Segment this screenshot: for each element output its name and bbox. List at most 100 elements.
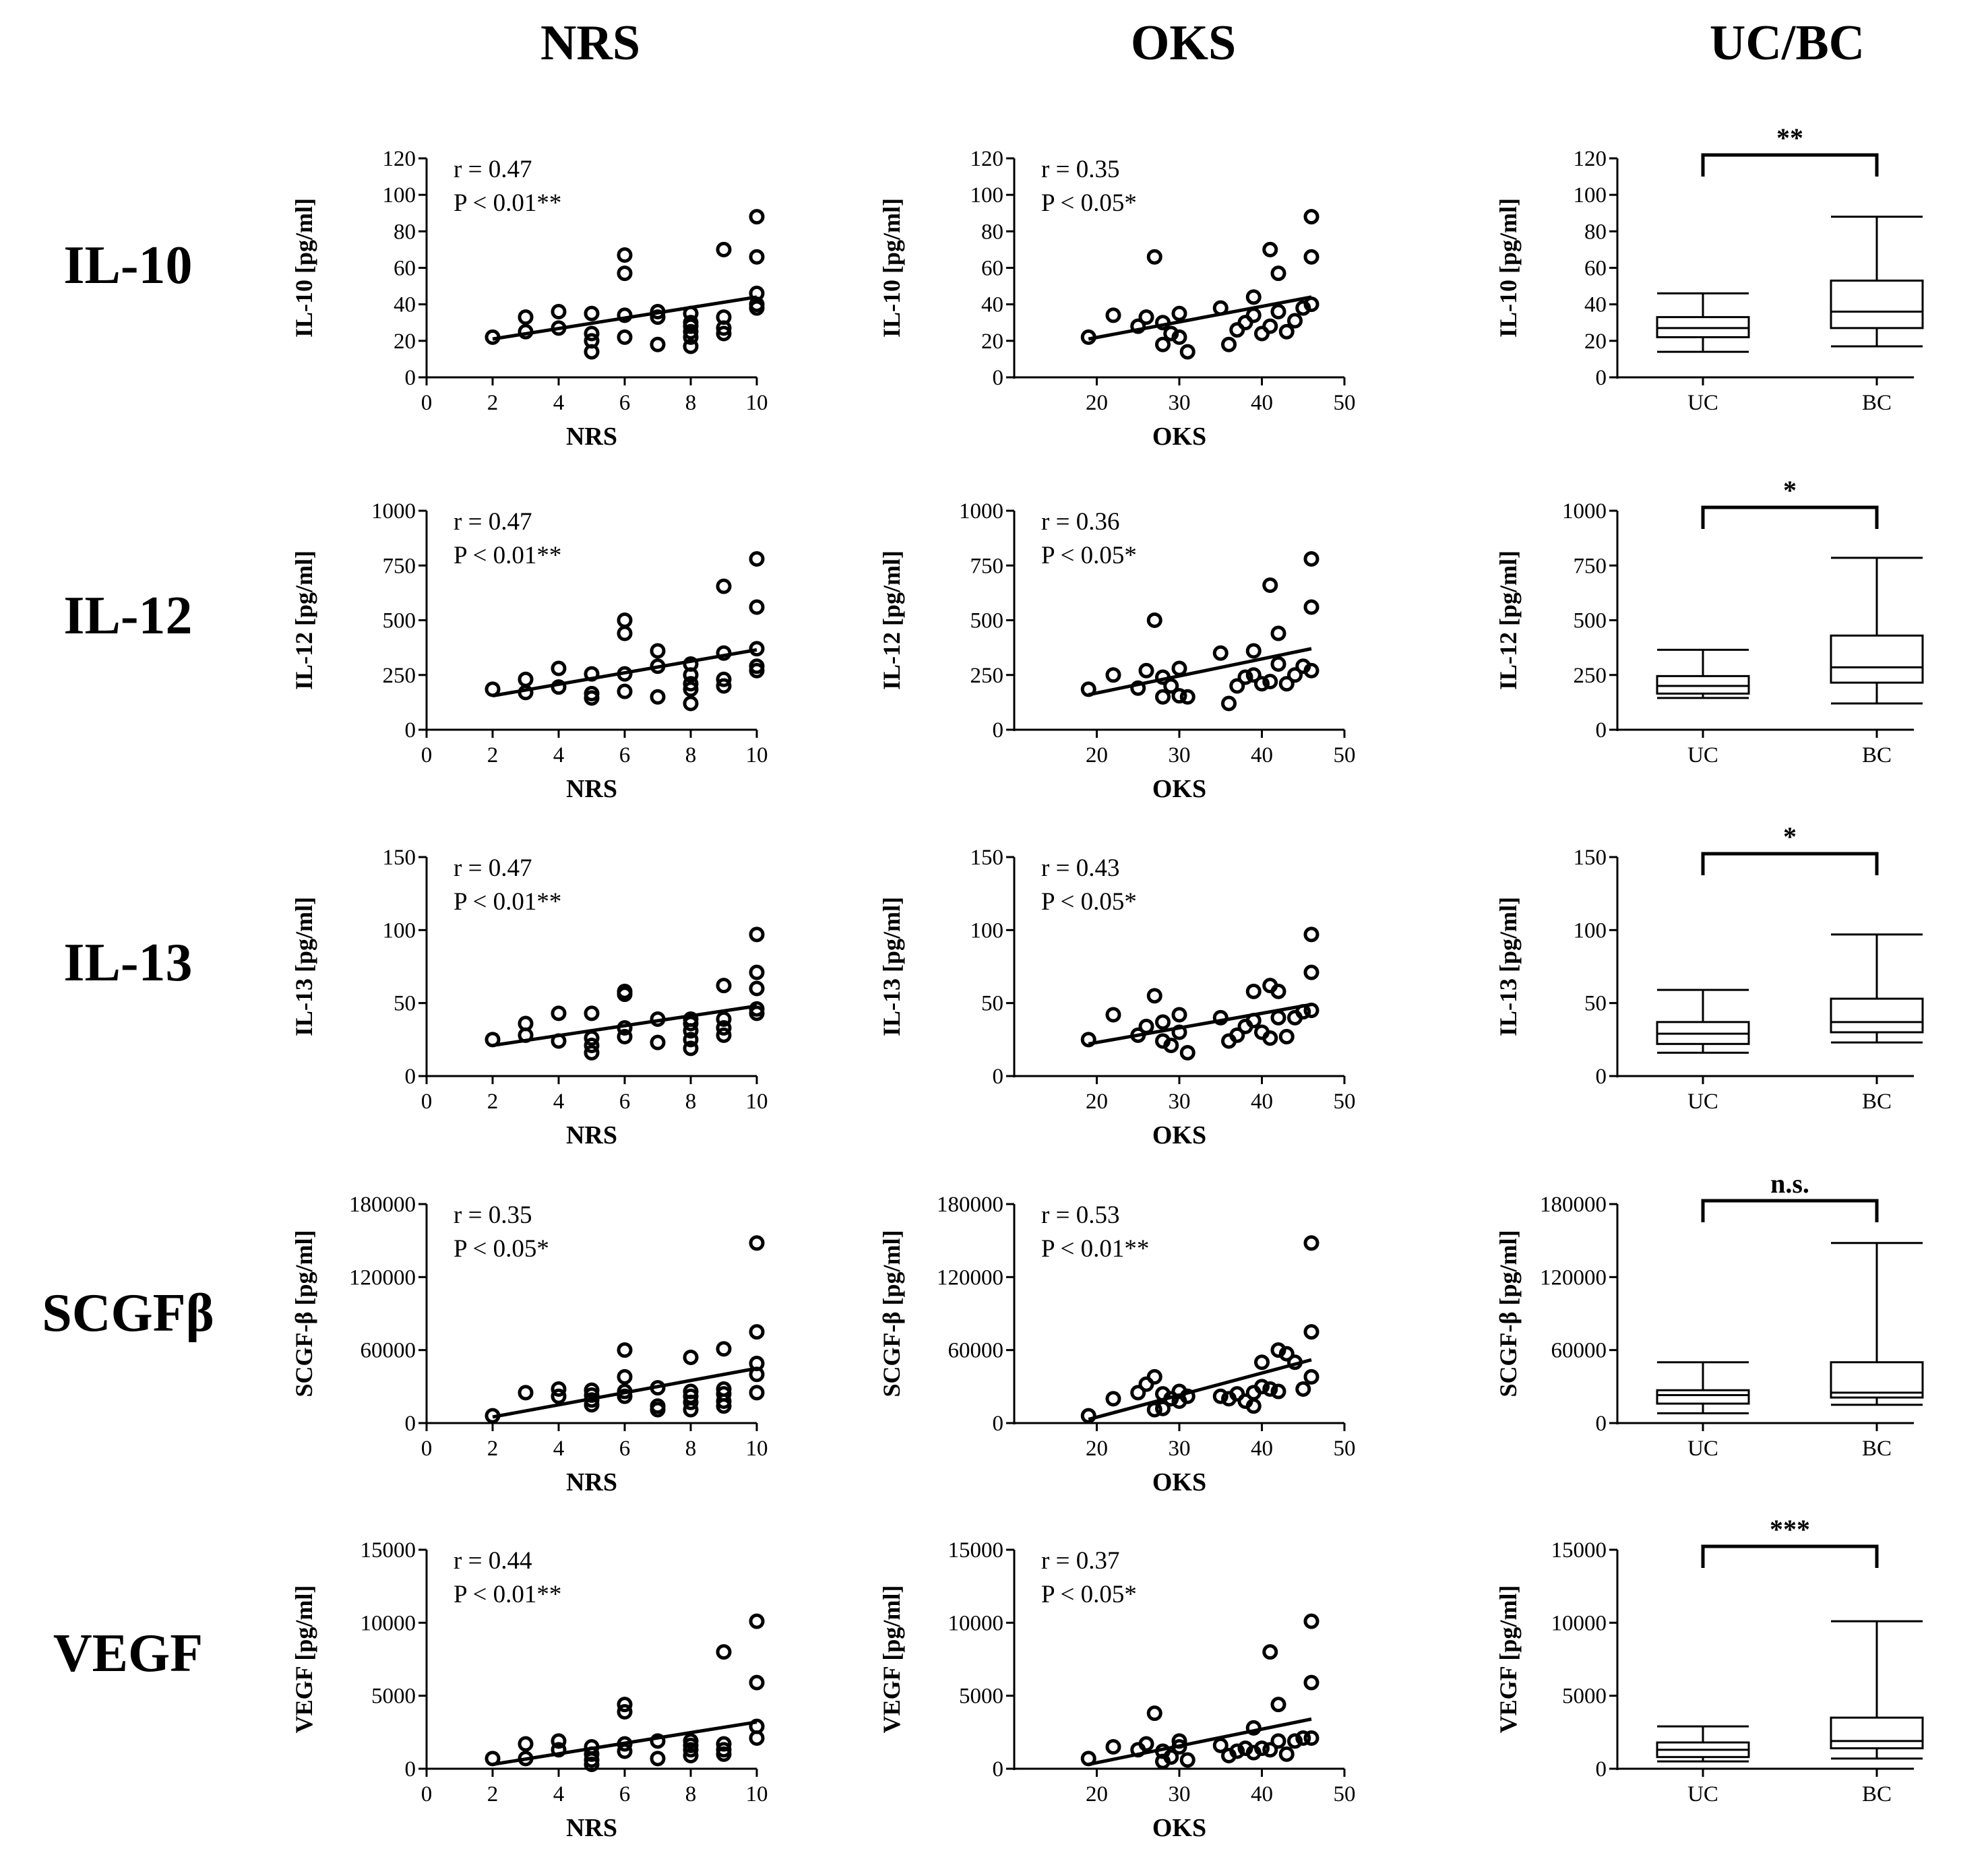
data-point <box>1171 305 1187 321</box>
data-point <box>683 1011 699 1027</box>
y-axis-title: IL-13 [pg/ml] <box>290 897 317 1036</box>
data-point <box>1130 1027 1146 1043</box>
y-axis-title: SCGF-β [pg/ml] <box>1495 1230 1522 1397</box>
y-tick-label: 60000 <box>948 1339 1004 1363</box>
x-tick-label: 4 <box>553 391 565 415</box>
panel-il10-box: 0 20 40 60 80 100 120 IL-10 [pg/ml] UC BC ** <box>1495 123 1924 415</box>
category-label-bc: BC <box>1862 391 1892 415</box>
data-point <box>584 1392 600 1408</box>
data-point <box>1105 1391 1121 1407</box>
x-axis-title: OKS <box>1152 1468 1206 1497</box>
y-tick-label: 5000 <box>371 1685 416 1709</box>
y-tick-label: 15000 <box>948 1538 1004 1563</box>
x-tick-label: 50 <box>1334 1782 1356 1806</box>
data-point <box>584 325 600 342</box>
y-axis-title: SCGF-β [pg/ml] <box>878 1230 905 1397</box>
x-tick-label: 40 <box>1251 1090 1273 1114</box>
data-point <box>1212 645 1229 661</box>
data-point <box>1303 209 1319 225</box>
data-point <box>1254 1740 1270 1757</box>
category-label-bc: BC <box>1862 1782 1892 1806</box>
x-axis-title: OKS <box>1152 1121 1206 1150</box>
data-point <box>749 980 765 997</box>
x-tick-label: 2 <box>487 1437 499 1461</box>
y-tick-label: 750 <box>970 554 1004 578</box>
data-point <box>1155 1400 1171 1416</box>
y-tick-label: 40 <box>981 293 1003 317</box>
data-point <box>749 641 765 657</box>
data-point <box>1179 1752 1195 1768</box>
y-tick-label: 100 <box>383 918 416 943</box>
data-point <box>1080 1032 1096 1048</box>
data-point <box>1278 323 1295 340</box>
p-value: P < 0.01** <box>454 1581 561 1608</box>
data-point <box>551 304 567 319</box>
data-point <box>551 1005 567 1021</box>
y-tick-label: 100 <box>1574 918 1607 943</box>
data-point <box>1303 1674 1319 1691</box>
data-point <box>617 1704 633 1720</box>
data-point <box>518 323 534 340</box>
x-tick-label: 0 <box>421 743 433 767</box>
box-iqr <box>1830 634 1924 684</box>
x-tick-label: 10 <box>746 391 768 415</box>
data-point <box>1262 318 1278 334</box>
data-point <box>683 305 699 321</box>
regression-line <box>1088 1358 1312 1421</box>
y-tick-label: 60 <box>394 257 416 281</box>
regression-line <box>492 1366 757 1419</box>
y-tick-label: 180000 <box>937 1193 1003 1217</box>
data-point <box>1287 313 1303 329</box>
data-point <box>1278 1029 1295 1044</box>
data-point <box>716 1020 732 1036</box>
data-point <box>518 671 534 687</box>
regression-line <box>1088 647 1312 697</box>
data-point <box>1245 667 1262 683</box>
panel-il10-oks: 0 20 40 60 80 100 120 IL-10 [pg/ml] 20 30 40 50 OKS r… <box>878 147 1356 451</box>
data-point <box>1245 983 1262 999</box>
x-tick-label: 6 <box>619 1782 631 1806</box>
data-point <box>1146 1402 1162 1418</box>
data-point <box>1278 676 1295 692</box>
data-point <box>617 612 633 628</box>
p-value: P < 0.01** <box>454 888 561 916</box>
y-tick-label: 0 <box>405 718 416 743</box>
box-iqr <box>1830 1361 1924 1399</box>
regression-line <box>492 1004 757 1047</box>
panel-il12-nrs: 0 250 500 750 1000 IL-12 [pg/ml] 0 2 4 6 8 10 NRS r =… <box>290 499 768 803</box>
y-tick-label: 0 <box>993 366 1004 390</box>
y-tick-label: 15000 <box>361 1538 416 1563</box>
data-point <box>1179 689 1195 705</box>
data-point <box>716 1381 732 1397</box>
data-point <box>1221 695 1237 712</box>
y-tick-label: 0 <box>1596 718 1607 743</box>
regression-line <box>492 295 757 341</box>
data-point <box>749 1385 765 1401</box>
data-point <box>584 1044 600 1061</box>
data-point <box>650 336 666 352</box>
y-tick-label: 120000 <box>937 1265 1003 1290</box>
data-point <box>1237 669 1253 685</box>
data-point <box>716 578 732 594</box>
data-point <box>749 551 765 567</box>
data-point <box>584 1397 600 1413</box>
data-point <box>1295 1730 1311 1746</box>
data-point <box>1229 678 1245 694</box>
category-label-uc: UC <box>1687 1090 1718 1114</box>
data-point <box>485 329 501 345</box>
data-point <box>1262 1030 1278 1046</box>
y-axis-title: IL-12 [pg/ml] <box>290 550 317 690</box>
y-tick-label: 1000 <box>959 499 1003 524</box>
data-point <box>617 683 633 699</box>
data-point <box>1303 1368 1319 1385</box>
row-header-il10: IL-10 <box>63 236 192 295</box>
data-point <box>1138 1018 1154 1034</box>
x-axis-title: OKS <box>1152 422 1206 451</box>
regression-line <box>1088 295 1312 341</box>
y-tick-label: 0 <box>993 718 1004 743</box>
x-tick-label: 20 <box>1086 391 1108 415</box>
data-point <box>1262 241 1278 257</box>
panel-il10-nrs: 0 20 40 60 80 100 120 IL-10 [pg/ml] 0 2 4 6 8 10 NRS r … <box>290 147 768 451</box>
data-point <box>1171 1024 1187 1040</box>
